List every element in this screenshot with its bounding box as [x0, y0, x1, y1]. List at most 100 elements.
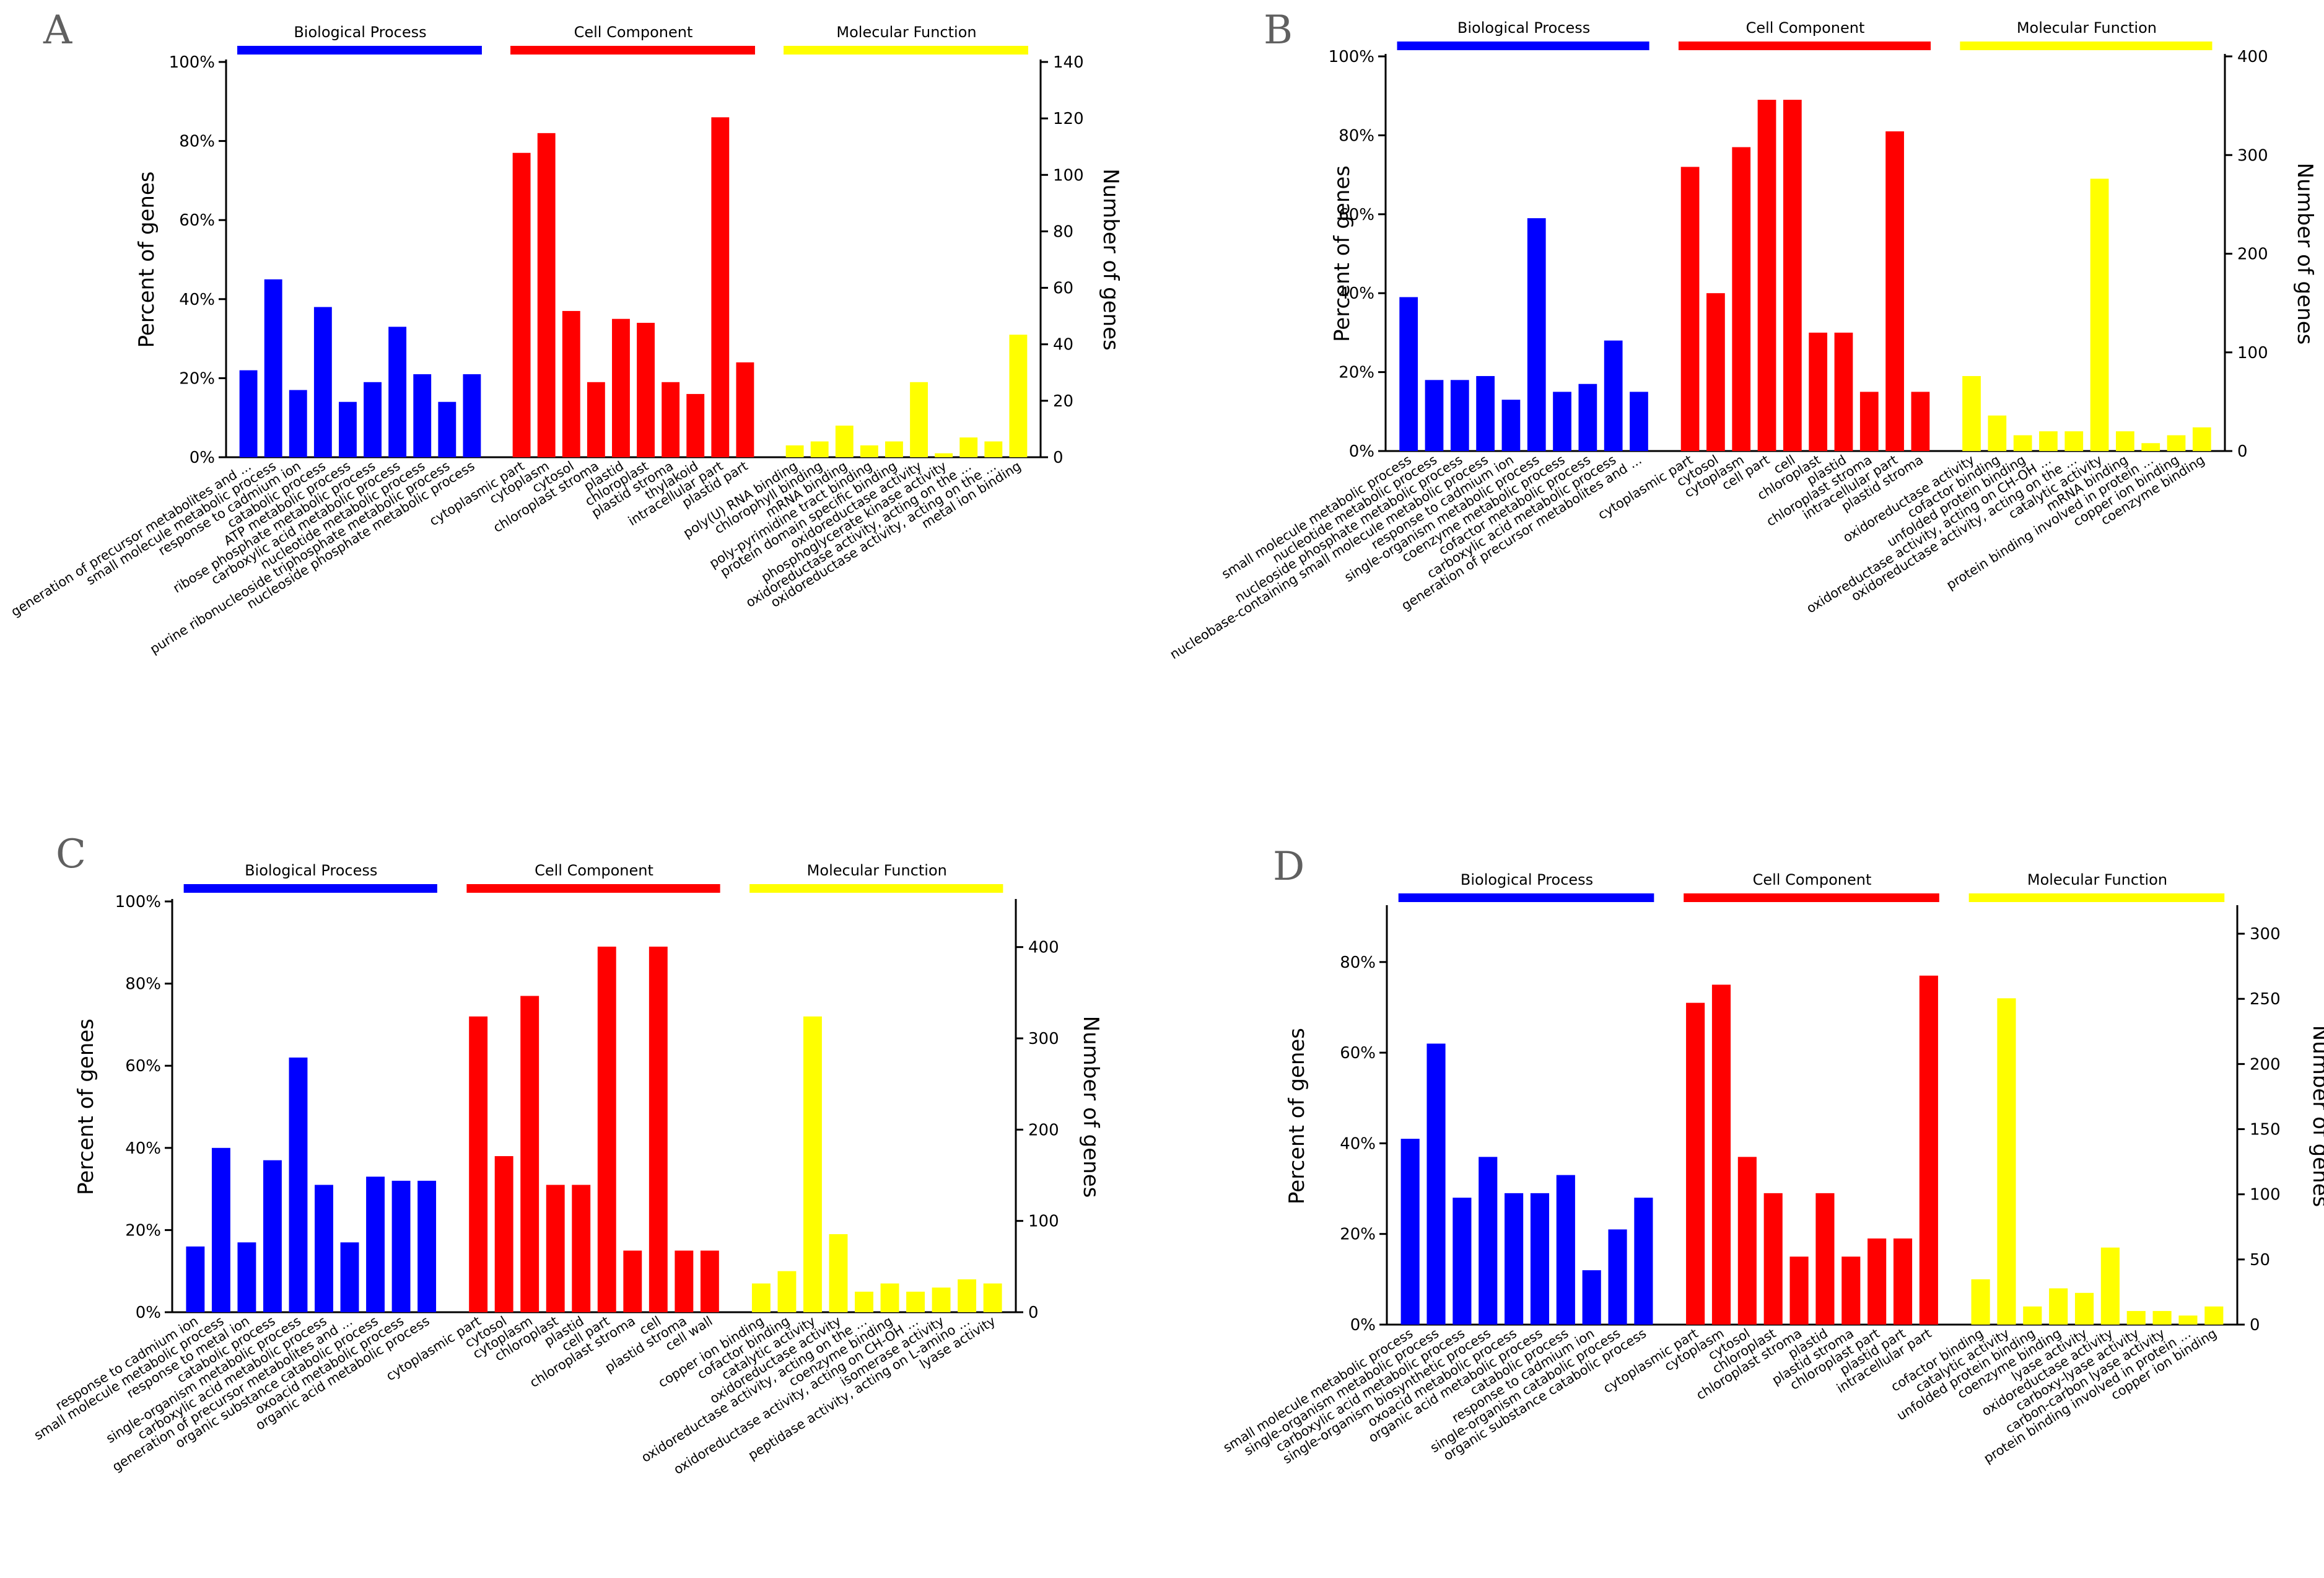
bar — [649, 946, 668, 1312]
bar — [1815, 1193, 1835, 1325]
group-header-bar — [1678, 42, 1931, 50]
group-header-label: Molecular Function — [2017, 19, 2157, 37]
bar — [2013, 435, 2032, 451]
right-tick-label: 400 — [2237, 48, 2268, 66]
bar — [1737, 1157, 1757, 1325]
left-tick-label: 20% — [1340, 1225, 1376, 1244]
bar — [2100, 1247, 2120, 1325]
bar — [958, 1279, 977, 1312]
bar — [1556, 1175, 1575, 1325]
bar — [1809, 332, 1828, 451]
left-tick-label: 0% — [136, 1304, 161, 1322]
bar — [391, 1180, 411, 1312]
left-tick-label: 100% — [115, 893, 161, 911]
bar — [612, 318, 630, 457]
bar — [1763, 1193, 1783, 1325]
bar — [810, 441, 829, 457]
bar — [1604, 340, 1623, 451]
group-header-bar — [1397, 42, 1649, 50]
bar — [1630, 392, 1648, 451]
bar — [2152, 1311, 2172, 1325]
right-tick-label: 100 — [1028, 1212, 1059, 1231]
group-header-label: Molecular Function — [836, 24, 976, 41]
bar — [1783, 100, 1802, 451]
bar — [520, 996, 540, 1312]
group-header-label: Biological Process — [294, 24, 426, 41]
bar — [1962, 375, 1981, 451]
bar — [1426, 1043, 1446, 1325]
bar — [910, 382, 928, 457]
bar — [835, 425, 854, 457]
right-tick-label: 300 — [2250, 925, 2281, 944]
bar — [237, 1242, 256, 1312]
bar — [829, 1234, 848, 1312]
bar — [211, 1147, 230, 1312]
group-header-label: Cell Component — [1753, 871, 1872, 888]
group-header-bar — [510, 46, 755, 55]
bar — [494, 1156, 513, 1312]
group-header-bar — [237, 46, 482, 55]
left-tick-label: 80% — [179, 133, 215, 151]
right-tick-label: 120 — [1053, 110, 1084, 128]
bar — [860, 445, 878, 457]
left-tick-label: 0% — [1349, 442, 1374, 461]
left-tick-label: 0% — [1350, 1316, 1376, 1335]
bar — [512, 152, 531, 458]
group-header-label: Cell Component — [574, 24, 693, 41]
bar — [959, 437, 978, 457]
bar — [1893, 1238, 1913, 1325]
bar — [736, 362, 754, 457]
bar — [2167, 435, 2186, 451]
bar — [263, 1160, 282, 1312]
right-tick-label: 250 — [2250, 990, 2281, 1009]
bar — [1425, 380, 1444, 451]
group-biological-process: Biological Process generation of precurso… — [9, 24, 482, 657]
group-header-label: Molecular Function — [807, 862, 947, 879]
left-tick-label: 40% — [1339, 284, 1374, 303]
left-tick-label: 80% — [1339, 126, 1374, 145]
right-tick-label: 300 — [1028, 1030, 1059, 1048]
bar — [1608, 1229, 1627, 1325]
left-tick-label: 40% — [125, 1139, 161, 1158]
group-header-label: Biological Process — [1461, 871, 1593, 888]
y-axis-title-right: Number of genes — [1098, 169, 1123, 351]
bar — [264, 279, 282, 457]
bar — [438, 401, 456, 457]
bar — [366, 1177, 385, 1312]
bar — [537, 133, 556, 458]
left-tick-label: 60% — [1339, 206, 1374, 224]
left-tick-label: 60% — [1340, 1044, 1376, 1063]
bar — [803, 1016, 822, 1312]
y-axis-title-right: Number of genes — [2308, 1025, 2324, 1208]
bar — [785, 445, 804, 457]
bar — [315, 1185, 333, 1312]
bar — [2126, 1311, 2146, 1325]
bar — [1578, 384, 1597, 451]
bar — [313, 307, 332, 457]
bar — [777, 1271, 797, 1312]
bar — [2064, 431, 2084, 451]
bar — [463, 374, 481, 457]
bar — [751, 1283, 771, 1312]
group-header-label: Biological Process — [1457, 19, 1590, 37]
bar — [587, 382, 605, 457]
left-tick-label: 20% — [179, 369, 215, 388]
y-axis-title-left: Percent of genes — [74, 1019, 98, 1195]
bar — [1582, 1270, 1601, 1325]
right-tick-label: 150 — [2250, 1121, 2281, 1139]
bar — [186, 1246, 205, 1312]
bar — [2049, 1288, 2068, 1325]
bar — [2039, 431, 2058, 451]
left-tick-label: 20% — [125, 1221, 161, 1240]
group-header-bar — [1684, 893, 1939, 902]
bar — [2116, 431, 2134, 451]
bar — [1501, 400, 1521, 451]
bar — [2090, 178, 2109, 451]
bar — [339, 401, 357, 457]
bar — [413, 374, 432, 457]
bar — [572, 1185, 591, 1312]
right-tick-label: 80 — [1053, 222, 1073, 241]
right-tick-label: 100 — [1053, 166, 1084, 185]
